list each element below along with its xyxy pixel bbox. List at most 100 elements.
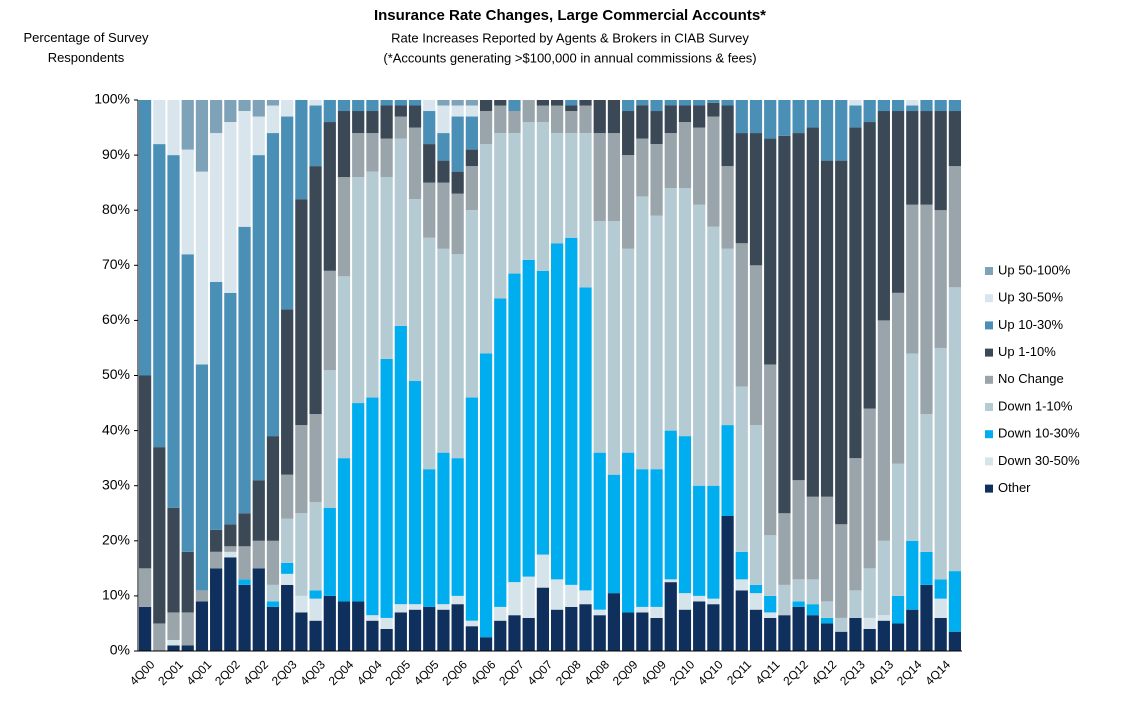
bar-segment [451,116,464,172]
bar-segment [764,364,777,536]
bar-segment [295,425,308,514]
bar-segment [849,105,862,128]
bar-segment [593,452,606,610]
bar-segment [764,100,777,139]
bar-segment [891,100,905,112]
bar-segment [550,579,564,610]
bar-segment [934,347,947,580]
bar-segment [877,320,890,541]
y-tick-label: 30% [102,476,130,492]
x-tick-label: 4Q12 [809,657,840,688]
bar-segment [408,199,422,382]
bar-segment [877,100,890,112]
bar-segment [138,606,152,651]
bar-segment [281,518,294,563]
bar-segment [565,237,578,585]
bar-segment [210,568,223,651]
legend-label: No Change [998,371,1064,386]
bar-segment [579,133,592,288]
bar-segment [707,226,720,486]
bar-segment [934,617,947,651]
bar-segment [906,105,919,112]
bar-segment [153,100,166,145]
bar-segment [138,568,152,607]
bar-segment [778,584,791,616]
x-tick-label: 4Q02 [240,657,271,688]
bar-segment [948,571,962,632]
x-tick-label: 2Q02 [212,657,243,688]
bar-segment [920,414,933,552]
bar-segment [664,579,677,583]
bar-segment [210,100,223,134]
x-tick-label: 2Q05 [383,657,414,688]
bar-segment [920,204,933,415]
bar-segment [238,579,251,585]
x-tick-label: 2Q07 [496,657,527,688]
bar-segment [210,133,223,282]
bar-segment [749,425,763,585]
bar-segment [309,166,322,415]
bar-segment [536,554,550,588]
bar-segment [664,582,677,651]
bar-segment [210,551,223,569]
bar-segment [451,254,464,459]
x-tick-label: 4Q01 [184,657,215,688]
bar-segment [380,138,393,178]
bar-segment [707,116,720,227]
bar-segment [153,144,166,448]
legend-label: Down 1-10% [998,398,1073,413]
bar-segment [394,138,407,326]
bar-segment [210,281,223,530]
bar-segment [195,171,209,365]
y-tick-label: 40% [102,421,130,437]
bar-segment [835,631,848,651]
bar-segment [238,226,251,514]
y-tick-label: 70% [102,256,130,272]
bar-segment [366,100,379,112]
bar-segment [309,502,322,591]
bar-segment [735,243,748,387]
bar-segment [664,133,677,189]
bar-segment [721,100,734,106]
bar-segment [380,177,393,359]
bar-segment [437,133,450,161]
bar-segment [465,100,478,106]
bar-segment [891,595,905,624]
bar-segment [778,513,791,585]
bar-segment [749,133,763,266]
bar-segment [636,606,649,613]
bar-segment [622,111,635,156]
bar-segment [181,100,194,150]
bar-segment [494,620,507,651]
bar-segment [380,628,393,651]
bar-segment [536,587,550,651]
bar-segment [323,122,336,271]
bar-segment [849,100,862,106]
x-tick-label: 4Q08 [581,657,612,688]
bar-segment [579,100,592,106]
bar-segment [281,100,294,117]
legend-swatch [985,375,993,384]
x-tick-label: 4Q10 [695,657,726,688]
bar-segment [693,105,706,128]
bar-segment [849,617,862,651]
x-tick-label: 4Q04 [354,657,385,688]
legend-swatch [985,430,993,439]
bar-segment [408,604,422,610]
bar-segment [593,609,606,616]
bar-segment [522,617,535,651]
bar-segment [806,496,819,580]
bar-segment [366,171,379,398]
bar-segment [266,584,280,602]
bar-segment [309,100,322,106]
bar-segment [181,551,194,613]
bar-segment [636,612,649,651]
bar-segment [536,105,550,123]
bar-segment [423,469,436,607]
bar-segment [508,615,521,651]
bar-segment [849,127,862,459]
legend-swatch [985,267,993,275]
bar-segment [224,292,237,525]
bar-segment [337,100,351,112]
bar-segment [309,414,322,503]
